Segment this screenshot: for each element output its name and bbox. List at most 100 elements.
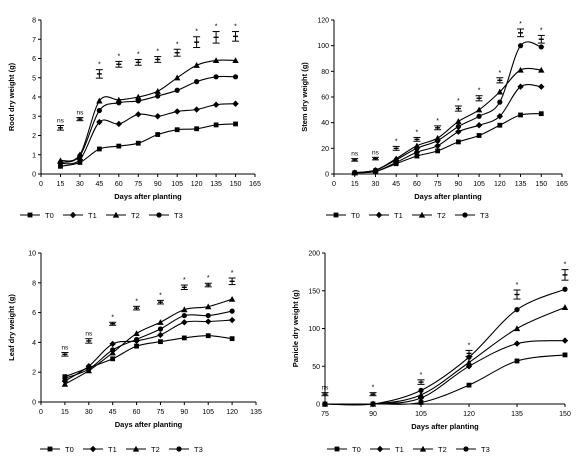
data-point-t3 [476,113,482,119]
y-tick-label: 2 [32,370,36,377]
significance-label: * [420,372,423,379]
x-tick-label: 30 [372,181,380,188]
data-point-t1 [475,122,483,129]
data-point-t3 [96,107,102,114]
legend-label-t1: T1 [394,211,403,220]
data-point-t3 [57,159,64,166]
y-tick-label: 5 [32,75,36,82]
x-tick-label: 120 [226,409,238,416]
y-tick-label: 2 [32,133,36,140]
y-tick-label: 6 [32,56,36,63]
legend-marker-t3 [463,446,469,452]
data-point-t1 [205,318,212,325]
data-point-t2 [228,295,236,302]
data-point-t0 [518,112,523,118]
data-point-t3 [562,286,568,292]
y-tick-label: 20 [321,146,329,153]
x-tick-label: 165 [249,181,261,188]
significance-label: ns [61,345,69,352]
data-point-t2 [61,380,69,387]
y-tick-label: 200 [308,251,320,258]
data-point-t2 [181,306,188,313]
data-point-t2 [561,304,569,310]
data-point-t0 [497,122,503,128]
x-tick-label: 105 [171,181,183,188]
data-point-t0 [414,153,420,159]
legend-marker-t3 [462,212,468,218]
significance-label: * [98,62,101,69]
legend-marker-t0 [334,446,340,452]
y-tick-label: 150 [308,288,320,295]
data-point-t3 [393,157,399,163]
significance-label: ns [351,151,359,158]
data-point-t0 [194,126,200,132]
data-point-t0 [135,140,141,146]
significance-label: * [468,342,471,349]
significance-label: * [117,53,120,60]
x-tick-label: 90 [154,181,162,188]
x-tick-label: 45 [109,409,117,416]
data-point-t2 [496,88,504,95]
legend-label-t3: T3 [174,211,183,220]
legend-marker-t3 [156,212,162,218]
x-tick-label: 150 [230,181,242,188]
data-point-t0 [213,122,219,128]
legend-marker-t0 [47,446,53,452]
legend-label-t0: T0 [65,445,74,454]
legend-label-t3: T3 [480,211,489,220]
data-point-t1 [115,120,123,128]
data-point-t3 [181,312,187,319]
data-point-t3 [157,326,164,332]
data-point-t3 [414,145,420,151]
series-line-t1 [60,103,236,165]
legend-label-t2: T2 [131,211,140,220]
data-point-t3 [229,308,235,314]
data-point-t2 [173,74,181,81]
data-point-t3 [133,336,140,343]
x-tick-label: 120 [463,411,475,418]
significance-label: * [519,21,522,28]
legend-marker-t1 [376,445,384,453]
legend-marker-t2 [112,211,120,218]
y-tick-label: 80 [321,69,329,76]
x-tick-label: 105 [415,411,427,418]
significance-label: * [457,98,460,105]
data-point-t3 [174,87,180,93]
data-point-t2 [154,88,161,94]
x-tick-label: 135 [511,411,523,418]
data-point-t1 [109,340,116,348]
significance-label: * [176,41,179,48]
series-line-t2 [324,306,566,406]
data-point-t1 [513,340,521,347]
data-point-t1 [561,337,569,344]
y-tick-label: 3 [32,114,36,121]
y-tick-label: 7 [32,37,36,44]
data-point-t0 [96,146,102,152]
data-point-t3 [62,375,68,381]
significance-label: ns [322,385,330,392]
y-tick-label: 6 [32,310,36,317]
data-point-t3 [322,401,328,407]
y-tick-label: 4 [32,95,36,102]
legend-marker-t2 [418,211,426,218]
x-tick-label: 135 [515,181,527,188]
y-tick-label: 100 [317,43,329,50]
y-tick-label: 4 [32,340,36,347]
x-tick-label: 30 [76,181,84,188]
data-point-t0 [435,148,441,154]
legend-marker-t2 [419,445,427,452]
data-point-t0 [205,333,211,339]
series-line-t0 [60,123,236,167]
legend-marker-t1 [375,211,383,219]
data-point-t2 [517,66,524,73]
data-point-t2 [455,118,462,124]
x-tick-label: 90 [454,181,462,188]
y-tick-label: 60 [321,95,329,102]
data-point-t1 [413,148,421,156]
x-tick-label: 135 [250,409,262,416]
data-point-t1 [455,128,462,135]
data-point-t0 [181,335,187,341]
y-axis-label: Stem dry weight (g) [300,62,309,132]
data-point-t2 [538,66,545,73]
significance-label: * [564,262,567,269]
